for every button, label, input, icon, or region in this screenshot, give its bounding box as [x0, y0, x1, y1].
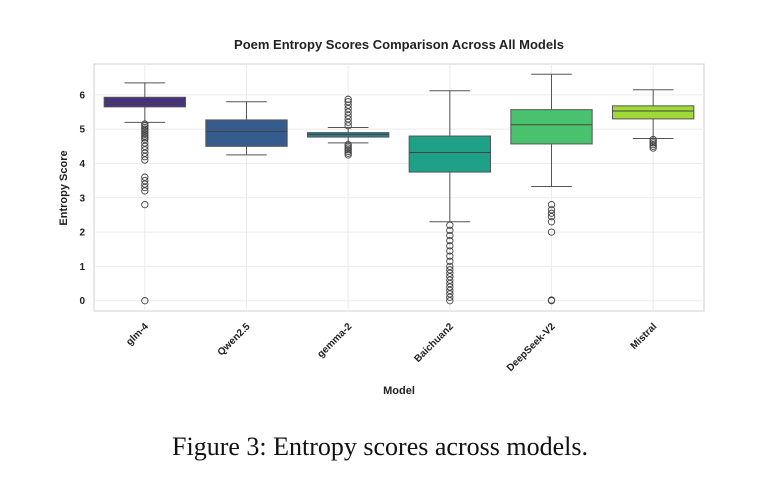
x-tick-label: Qwen2.5 — [216, 321, 253, 358]
box-layer — [103, 73, 695, 305]
outlier-point — [547, 218, 556, 226]
y-tick-label: 5 — [79, 125, 85, 136]
x-tick-label: DeepSeek-V2 — [505, 321, 558, 374]
outlier-point — [446, 257, 454, 265]
outlier-point — [344, 108, 352, 116]
y-tick-label: 4 — [79, 159, 85, 170]
outlier-point — [141, 180, 149, 188]
plot-area — [93, 63, 705, 312]
outlier-point — [344, 115, 352, 123]
outlier-point — [141, 139, 149, 147]
y-tick-label: 0 — [79, 296, 85, 307]
outlier-point — [446, 247, 454, 255]
outlier-point — [344, 104, 352, 113]
outlier-point — [446, 297, 454, 305]
outlier-point — [344, 122, 352, 130]
outlier-point — [446, 293, 454, 301]
y-tick-label: 1 — [79, 262, 85, 273]
outlier-point — [446, 290, 454, 298]
outlier-point — [141, 149, 149, 157]
box-deepseek-v2 — [510, 73, 593, 305]
outlier-point — [141, 156, 149, 164]
outlier-point — [446, 231, 454, 240]
y-tick-label: 6 — [79, 90, 85, 101]
box-baichuan2 — [408, 90, 491, 305]
outlier-point — [141, 297, 149, 305]
outlier-point — [547, 297, 556, 305]
box-qwen2-5 — [205, 101, 288, 156]
outlier-point — [446, 269, 454, 277]
outlier-point — [446, 226, 454, 235]
outlier-point — [344, 101, 352, 109]
iqr-box — [408, 135, 491, 173]
outlier-point — [446, 237, 454, 245]
outlier-point — [446, 286, 454, 295]
iqr-box — [510, 109, 593, 145]
outlier-point — [446, 276, 454, 284]
outlier-point — [446, 221, 454, 229]
x-tick-label: Mistral — [629, 321, 660, 352]
outlier-point — [344, 111, 352, 120]
outlier-point — [141, 152, 149, 161]
y-tick-label: 2 — [79, 228, 85, 239]
outlier-point — [141, 201, 149, 209]
box-mistral — [612, 89, 695, 152]
outlier-point — [344, 151, 352, 159]
outlier-point — [547, 228, 556, 236]
outlier-point — [547, 201, 556, 209]
outlier-point — [446, 262, 454, 271]
y-tick-label: 3 — [79, 193, 85, 204]
outlier-point — [547, 213, 556, 221]
outlier-point — [446, 266, 454, 274]
x-tick-label: glm-4 — [124, 321, 151, 348]
iqr-box — [205, 119, 288, 147]
outlier-point — [547, 209, 556, 217]
outlier-point — [547, 206, 556, 214]
box-glm-4 — [103, 82, 186, 305]
iqr-box — [307, 132, 390, 138]
box-gemma-2 — [307, 95, 390, 159]
outlier-point — [344, 98, 352, 106]
outlier-point — [649, 144, 657, 152]
x-tick-label: Baichuan2 — [412, 321, 456, 365]
outlier-point — [446, 283, 454, 291]
outlier-point — [446, 279, 454, 288]
outlier-point — [141, 146, 149, 154]
outlier-point — [141, 176, 149, 185]
iqr-box — [612, 105, 695, 120]
outlier-point — [344, 118, 352, 126]
outlier-point — [446, 242, 454, 250]
iqr-box — [103, 96, 186, 108]
outlier-point — [446, 252, 454, 260]
outlier-point — [344, 95, 352, 103]
chart-title: Poem Entropy Scores Comparison Across Al… — [234, 37, 564, 52]
outlier-point — [141, 135, 149, 144]
outlier-point — [141, 187, 149, 195]
outlier-point — [141, 142, 149, 150]
x-tick-label: gemma-2 — [315, 321, 354, 360]
y-axis-label: Entropy Score — [58, 150, 70, 225]
x-axis-label: Model — [383, 385, 415, 397]
outlier-point — [141, 173, 149, 181]
outlier-point — [446, 273, 454, 281]
outlier-point — [141, 183, 149, 192]
figure-caption: Figure 3: Entropy scores across models. — [172, 432, 588, 461]
